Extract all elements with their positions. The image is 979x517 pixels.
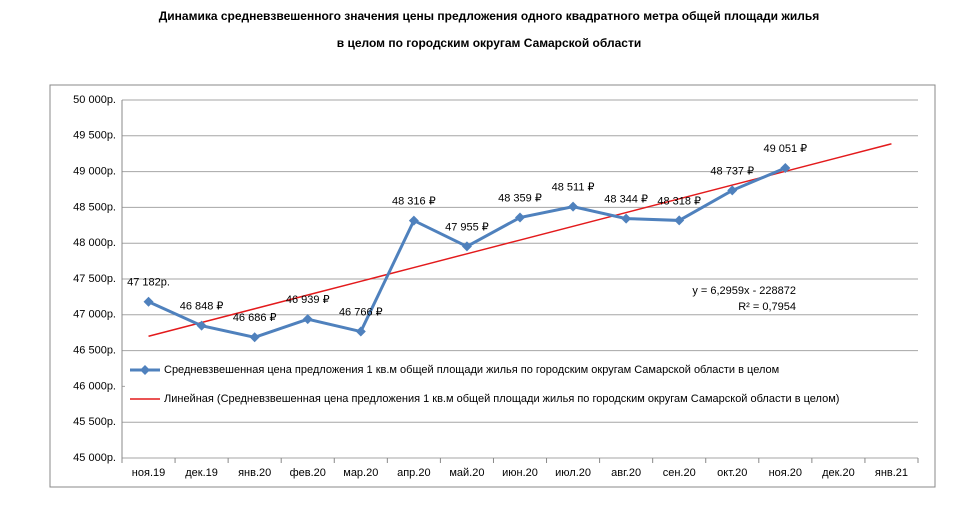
x-tick-label: июл.20 bbox=[555, 467, 591, 479]
x-tick-label: мар.20 bbox=[343, 467, 378, 479]
chart-title: в целом по городским округам Самарской о… bbox=[337, 36, 641, 50]
point-marker bbox=[780, 162, 791, 173]
chart-title: Динамика средневзвешенного значения цены… bbox=[159, 9, 820, 23]
trendline-r2: R² = 0,7954 bbox=[738, 301, 796, 313]
data-label: 48 316 ₽ bbox=[392, 195, 436, 207]
y-tick-label: 48 500р. bbox=[73, 201, 116, 213]
data-label: 48 359 ₽ bbox=[498, 192, 542, 204]
y-tick-label: 46 500р. bbox=[73, 345, 116, 357]
data-label: 48 737 ₽ bbox=[710, 165, 754, 177]
point-marker bbox=[143, 296, 154, 307]
point-marker bbox=[727, 185, 738, 196]
x-tick-label: май.20 bbox=[449, 467, 484, 479]
x-tick-label: дек.19 bbox=[185, 467, 218, 479]
x-tick-label: апр.20 bbox=[397, 467, 430, 479]
point-marker bbox=[568, 201, 579, 212]
x-tick-label: авг.20 bbox=[611, 467, 641, 479]
y-tick-label: 49 500р. bbox=[73, 130, 116, 142]
x-tick-label: дек.20 bbox=[822, 467, 855, 479]
point-marker bbox=[674, 215, 685, 226]
x-tick-label: фев.20 bbox=[290, 467, 326, 479]
data-label: 48 511 ₽ bbox=[552, 182, 595, 194]
data-label: 47 182р. bbox=[127, 277, 170, 289]
data-label: 49 051 ₽ bbox=[763, 143, 807, 155]
legend-label: Средневзвешенная цена предложения 1 кв.м… bbox=[164, 364, 779, 376]
legend-marker bbox=[140, 365, 150, 375]
y-tick-label: 45 000р. bbox=[73, 452, 116, 464]
data-label: 46 686 ₽ bbox=[233, 312, 277, 324]
trendline-equation: y = 6,2959x - 228872 bbox=[692, 285, 796, 297]
point-marker bbox=[196, 320, 207, 331]
point-marker bbox=[621, 213, 632, 224]
y-tick-label: 49 000р. bbox=[73, 166, 116, 178]
x-tick-label: ноя.19 bbox=[132, 467, 165, 479]
x-tick-label: сен.20 bbox=[663, 467, 696, 479]
point-marker bbox=[355, 326, 366, 337]
data-label: 46 848 ₽ bbox=[180, 301, 224, 313]
x-tick-label: июн.20 bbox=[502, 467, 538, 479]
legend-box bbox=[125, 356, 918, 412]
data-label: 47 955 ₽ bbox=[445, 221, 489, 233]
y-tick-label: 50 000р. bbox=[73, 94, 116, 106]
x-tick-label: янв.21 bbox=[875, 467, 908, 479]
y-tick-label: 48 000р. bbox=[73, 237, 116, 249]
point-marker bbox=[302, 314, 313, 325]
point-marker bbox=[408, 215, 419, 226]
y-tick-label: 45 500р. bbox=[73, 416, 116, 428]
data-label: 46 939 ₽ bbox=[286, 294, 330, 306]
chart-border bbox=[49, 84, 936, 488]
y-tick-label: 46 000р. bbox=[73, 380, 116, 392]
legend-label: Линейная (Средневзвешенная цена предложе… bbox=[164, 393, 839, 405]
point-marker bbox=[515, 212, 525, 223]
data-label: 48 344 ₽ bbox=[604, 193, 648, 205]
x-tick-label: ноя.20 bbox=[769, 467, 802, 479]
data-label: 46 766 ₽ bbox=[339, 306, 383, 318]
x-tick-label: янв.20 bbox=[238, 467, 271, 479]
point-marker bbox=[461, 241, 472, 252]
x-tick-label: окт.20 bbox=[717, 467, 747, 479]
y-tick-label: 47 000р. bbox=[73, 309, 116, 321]
y-tick-label: 47 500р. bbox=[73, 273, 116, 285]
point-marker bbox=[249, 332, 260, 343]
data-label: 48 318 ₽ bbox=[657, 195, 701, 207]
